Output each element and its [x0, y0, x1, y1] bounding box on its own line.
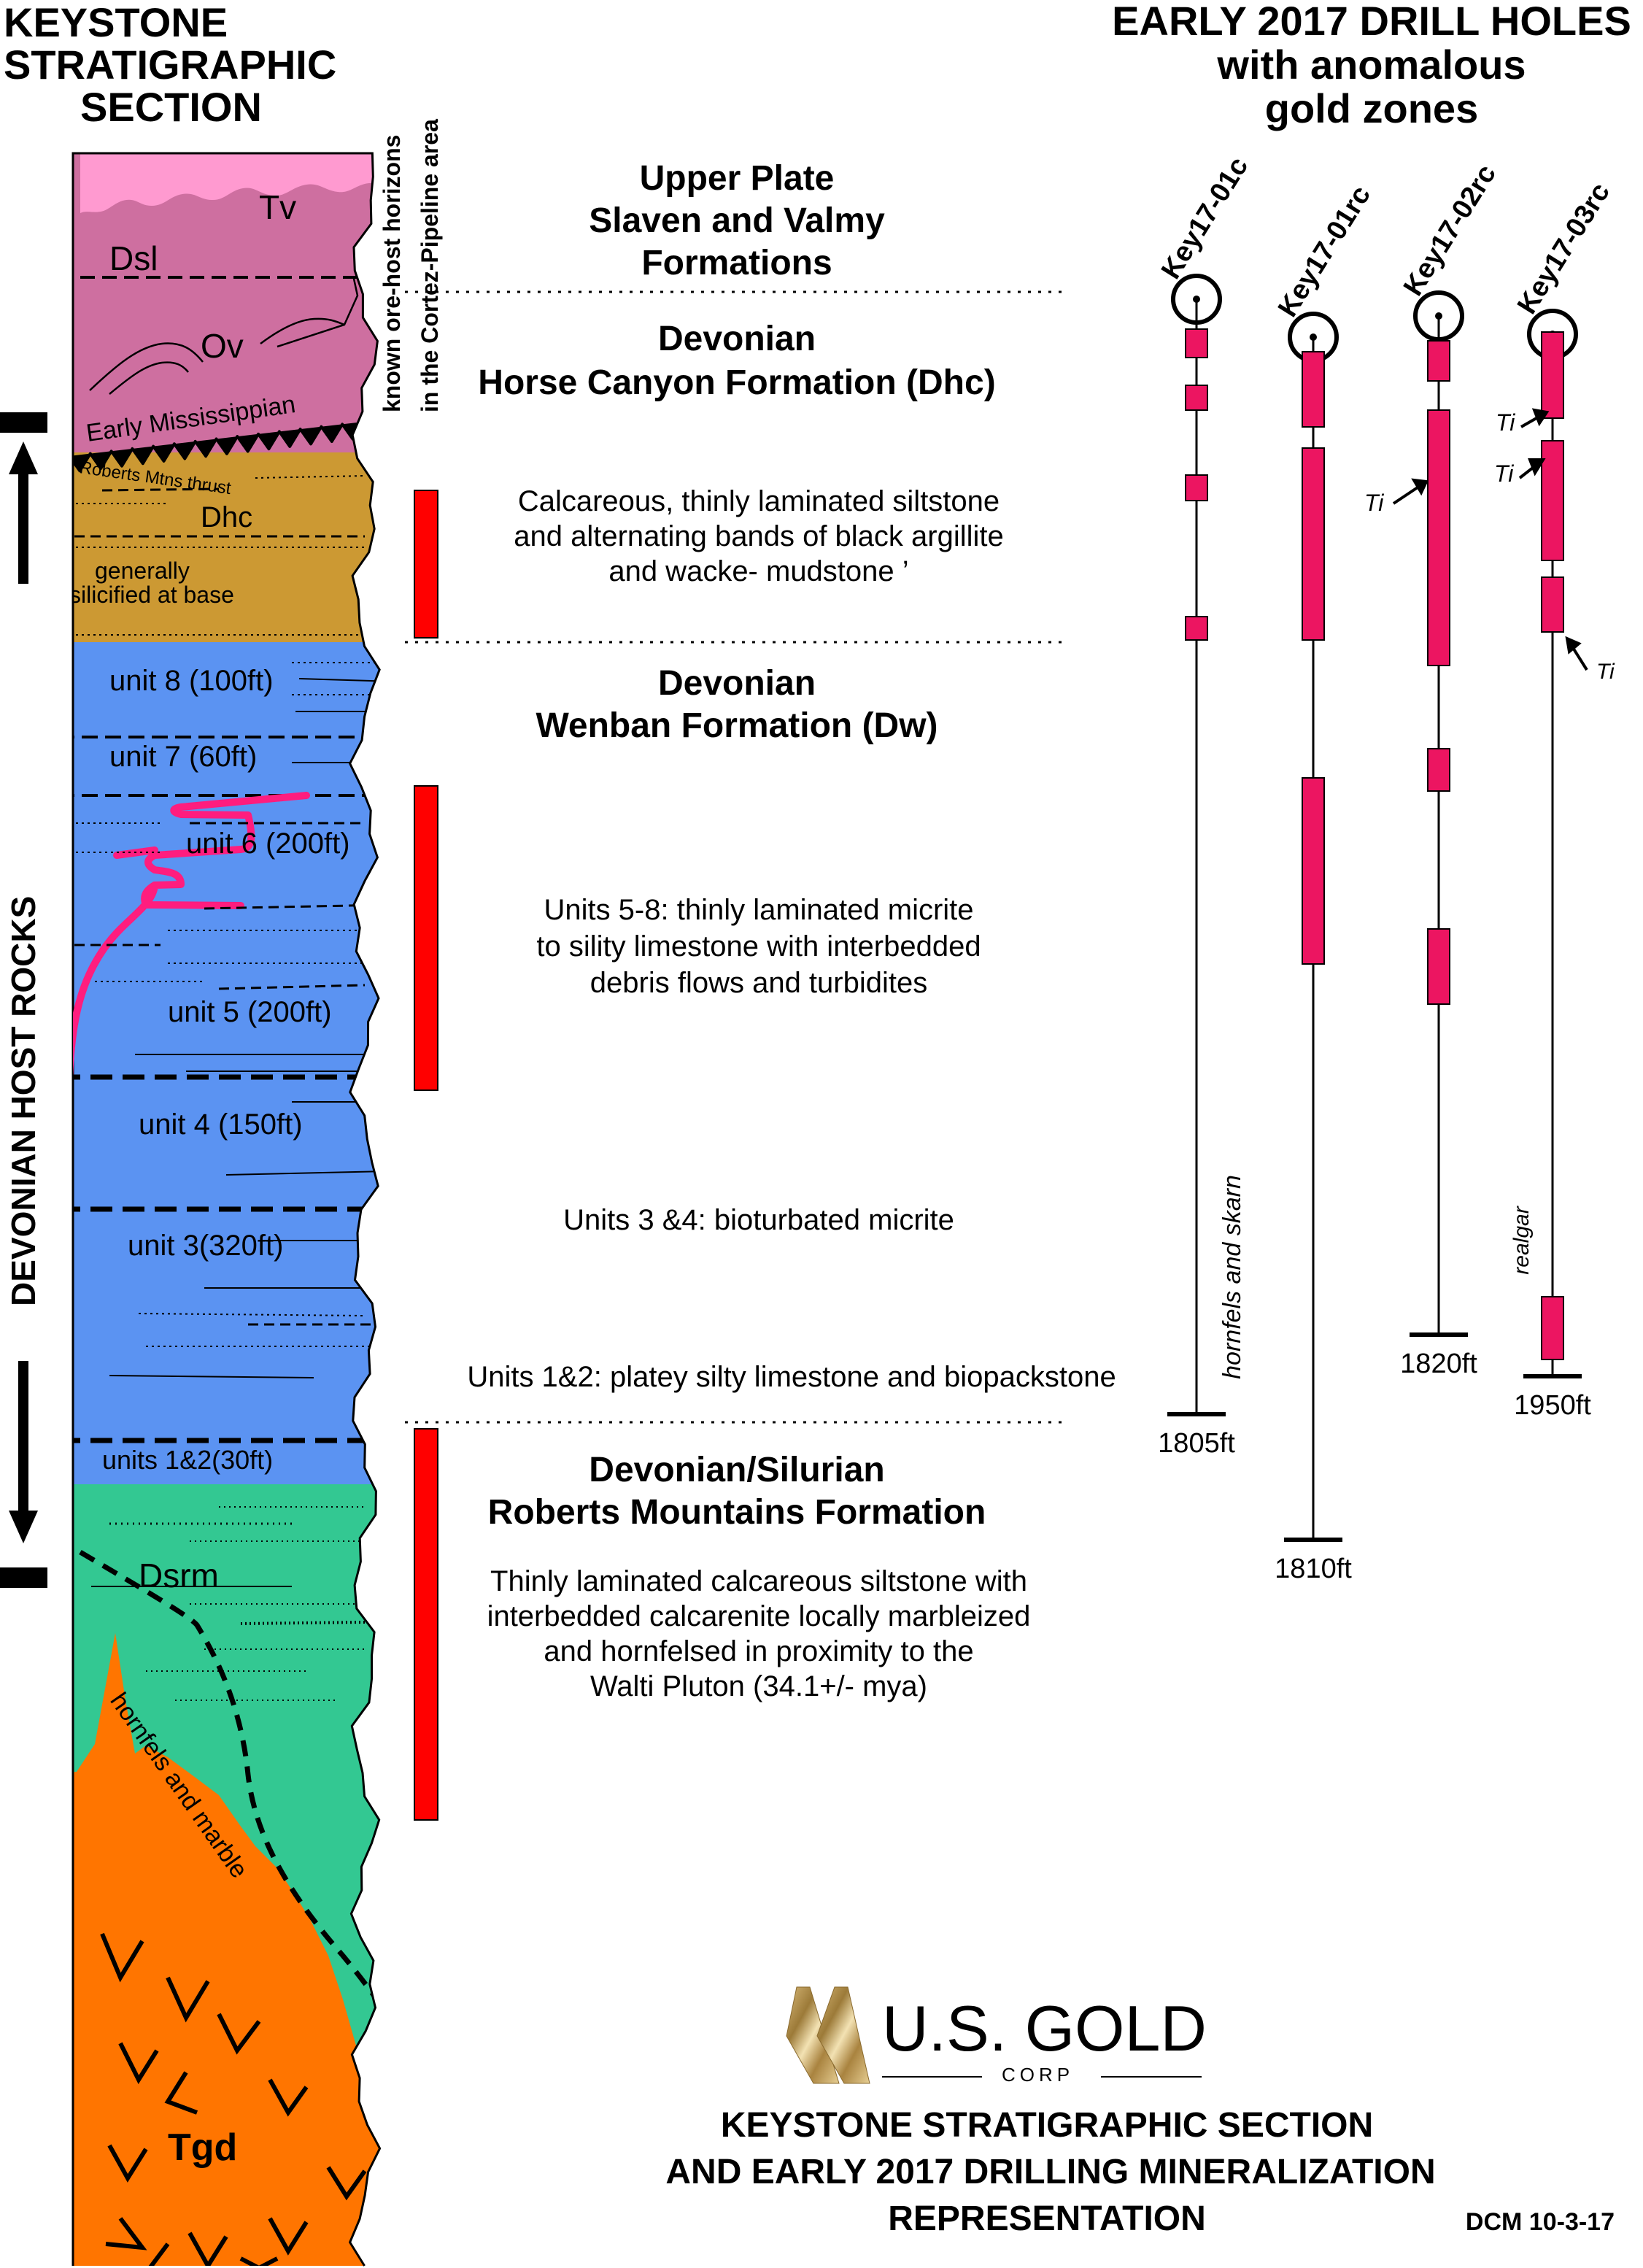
svg-text:STRATIGRAPHIC: STRATIGRAPHIC — [4, 42, 336, 88]
svg-text:interbedded calcarenite locall: interbedded calcarenite locally marbleiz… — [487, 1600, 1031, 1632]
svg-text:Upper Plate: Upper Plate — [640, 159, 835, 198]
svg-text:and hornfelsed in proximity to: and hornfelsed in proximity to the — [544, 1635, 973, 1667]
svg-text:EARLY 2017 DRILL HOLES: EARLY 2017 DRILL HOLES — [1112, 0, 1631, 44]
svg-text:Thinly laminated calcareous si: Thinly laminated calcareous siltstone wi… — [490, 1565, 1027, 1597]
svg-text:unit 4 (150ft): unit 4 (150ft) — [139, 1108, 303, 1141]
svg-text:realgar: realgar — [1509, 1206, 1534, 1274]
svg-text:debris flows and turbidites: debris flows and turbidites — [590, 967, 927, 999]
svg-text:CORP: CORP — [1002, 2064, 1074, 2086]
svg-text:Ov: Ov — [201, 327, 244, 365]
svg-text:Tgd: Tgd — [168, 2126, 237, 2169]
svg-text:unit 5 (200ft): unit 5 (200ft) — [168, 996, 332, 1028]
svg-text:AND EARLY 2017 DRILLING MINERA: AND EARLY 2017 DRILLING MINERALIZATION — [665, 2153, 1435, 2191]
svg-text:1820ft: 1820ft — [1400, 1349, 1477, 1379]
svg-text:Units 5-8: thinly laminated mi: Units 5-8: thinly laminated micrite — [544, 894, 973, 926]
svg-text:Devonian/Silurian: Devonian/Silurian — [589, 1451, 884, 1489]
svg-text:KEYSTONE STRATIGRAPHIC SECTION: KEYSTONE STRATIGRAPHIC SECTION — [721, 2106, 1373, 2145]
svg-text:silicified at base: silicified at base — [69, 582, 234, 608]
svg-text:Devonian: Devonian — [658, 320, 816, 358]
svg-text:Ti: Ti — [1496, 409, 1515, 436]
svg-text:SECTION: SECTION — [80, 84, 262, 130]
svg-text:to sility limestone with inter: to sility limestone with interbedded — [536, 930, 981, 963]
svg-text:1805ft: 1805ft — [1158, 1428, 1235, 1459]
svg-text:unit 3(320ft): unit 3(320ft) — [128, 1230, 283, 1262]
svg-text:hornfels and skarn: hornfels and skarn — [1218, 1175, 1246, 1379]
svg-text:and wacke- mudstone ’: and wacke- mudstone ’ — [608, 555, 908, 587]
svg-text:Wenban Formation (Dw): Wenban Formation (Dw) — [536, 706, 938, 745]
svg-text:KEYSTONE: KEYSTONE — [4, 0, 228, 45]
svg-text:unit 6 (200ft): unit 6 (200ft) — [186, 828, 350, 860]
svg-text:Walti Pluton (34.1+/- mya): Walti Pluton (34.1+/- mya) — [590, 1670, 927, 1702]
svg-text:Ti: Ti — [1364, 490, 1384, 516]
svg-text:Dsl: Dsl — [109, 239, 158, 277]
svg-text:REPRESENTATION: REPRESENTATION — [888, 2199, 1206, 2238]
svg-text:Units 1&2: platey silty limest: Units 1&2: platey silty limestone and bi… — [467, 1361, 1116, 1393]
svg-text:Ti: Ti — [1494, 460, 1514, 487]
svg-text:1950ft: 1950ft — [1514, 1390, 1591, 1421]
svg-text:DEVONIAN HOST ROCKS: DEVONIAN HOST ROCKS — [4, 896, 42, 1306]
svg-text:Dsrm: Dsrm — [139, 1557, 219, 1594]
svg-text:generally: generally — [95, 558, 190, 584]
svg-text:Dhc: Dhc — [201, 501, 252, 533]
svg-text:units 1&2(30ft): units 1&2(30ft) — [102, 1445, 273, 1475]
svg-text:gold zones: gold zones — [1265, 85, 1478, 131]
svg-text:Calcareous, thinly laminated s: Calcareous, thinly laminated siltstone — [518, 485, 1000, 517]
svg-text:Units 3 &4: bioturbated micrit: Units 3 &4: bioturbated micrite — [563, 1204, 954, 1236]
svg-text:Devonian: Devonian — [658, 664, 816, 703]
svg-text:Formations: Formations — [641, 244, 832, 282]
svg-text:and alternating bands of black: and alternating bands of black argillite — [514, 520, 1004, 552]
svg-text:Tv: Tv — [259, 188, 296, 226]
svg-text:Ti: Ti — [1596, 660, 1615, 684]
svg-text:Horse Canyon Formation (Dhc): Horse Canyon Formation (Dhc) — [478, 363, 995, 402]
svg-text:Roberts Mountains Formation: Roberts Mountains Formation — [488, 1493, 986, 1532]
svg-text:unit 7 (60ft): unit 7 (60ft) — [109, 741, 257, 773]
svg-text:unit 8 (100ft): unit 8 (100ft) — [109, 665, 274, 697]
svg-text:in the Cortez-Pipeline area: in the Cortez-Pipeline area — [417, 119, 443, 412]
svg-text:with anomalous: with anomalous — [1216, 42, 1526, 88]
svg-text:1810ft: 1810ft — [1275, 1554, 1352, 1584]
svg-text:U.S. GOLD: U.S. GOLD — [882, 1992, 1207, 2064]
svg-text:known ore-host horizons: known ore-host horizons — [379, 135, 405, 412]
svg-text:Slaven and Valmy: Slaven and Valmy — [589, 201, 885, 240]
svg-text:DCM 10-3-17: DCM 10-3-17 — [1466, 2208, 1615, 2236]
